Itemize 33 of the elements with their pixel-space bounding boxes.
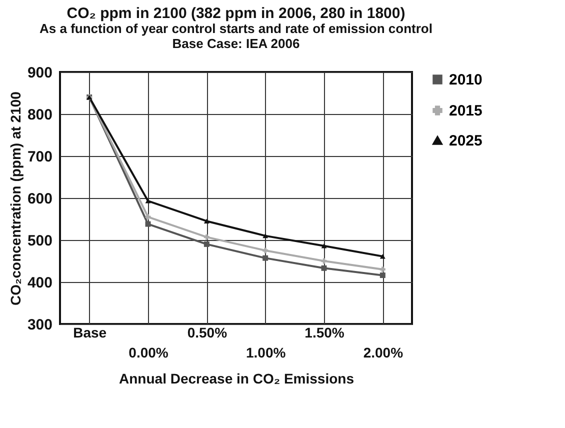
point: [262, 255, 268, 261]
point: [380, 266, 386, 272]
y-tick-label: 400: [27, 274, 52, 292]
x-tick-label: 0.50%: [187, 324, 228, 340]
x-tick-label: 0.00%: [128, 344, 169, 360]
x-tick-label: 1.50%: [304, 324, 345, 340]
y-tick-label: 600: [27, 190, 52, 208]
point: [145, 221, 151, 227]
x-tick-label: Base: [73, 324, 107, 340]
point: [321, 244, 327, 248]
legend-label: 2010: [449, 72, 482, 88]
legend-label: 2015: [449, 102, 482, 120]
y-tick-label: 800: [27, 106, 52, 124]
point: [321, 265, 327, 271]
point: [145, 198, 151, 204]
point: [380, 272, 386, 278]
x-tick-label: 2.00%: [363, 344, 404, 360]
y-tick-label: 300: [27, 316, 52, 334]
x-axis-title: Annual Decrease in CO₂ Emissions: [119, 370, 354, 386]
point: [204, 234, 210, 240]
point: [204, 241, 210, 247]
chart-title: CO₂ ppm in 2100 (382 ppm in 2006, 280 in 1800): [66, 5, 406, 22]
legend-label: 2025: [449, 132, 482, 150]
y-axis-title: CO₂concentration (ppm) at 2100: [7, 91, 24, 306]
chart-subtitle: As a function of year control starts and rate of emission control Base Case: IEA 2006: [40, 21, 432, 51]
y-tick-label: 700: [27, 148, 52, 166]
y-tick-label: 900: [27, 64, 52, 82]
point: [204, 218, 210, 224]
point: [380, 254, 386, 259]
point: [262, 248, 268, 254]
point: [262, 233, 268, 238]
x-tick-label: 1.00%: [246, 344, 286, 360]
y-tick-label: 500: [27, 232, 52, 250]
